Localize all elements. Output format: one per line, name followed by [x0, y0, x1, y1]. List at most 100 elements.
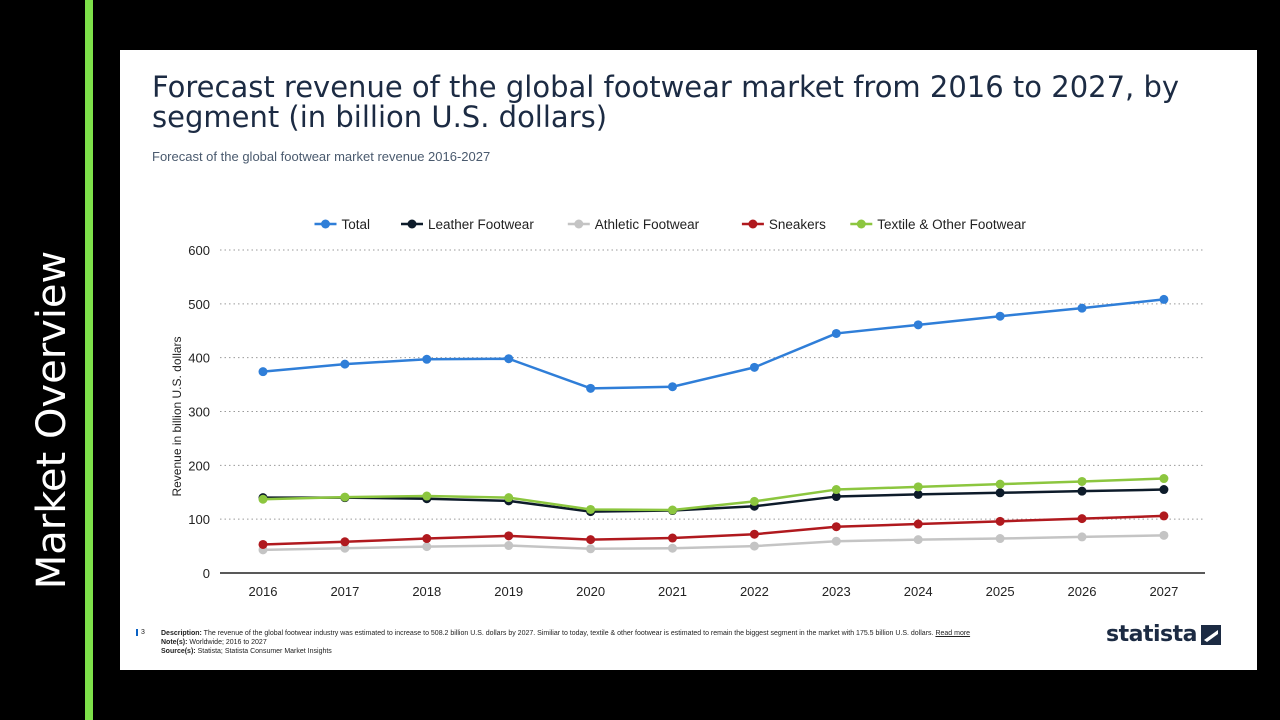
data-point[interactable]	[1159, 485, 1169, 495]
x-tick-label: 2026	[1068, 584, 1097, 599]
read-more-link[interactable]: Read more	[935, 630, 971, 637]
data-point[interactable]	[1077, 514, 1087, 524]
legend-label: Athletic Footwear	[595, 217, 700, 232]
data-point[interactable]	[668, 543, 677, 553]
data-point[interactable]	[1077, 532, 1087, 542]
data-point[interactable]	[995, 311, 1005, 321]
data-point[interactable]	[504, 354, 514, 364]
line-chart: 0 100 200 300 400 500 600 2016 2017 2018 2019 2020 2…	[170, 217, 1205, 599]
y-axis-label: Revenue in billion U.S. dollars	[170, 336, 184, 496]
data-point[interactable]	[1077, 303, 1087, 313]
data-point[interactable]	[913, 519, 923, 529]
series-line	[262, 477, 1164, 512]
data-point[interactable]	[749, 529, 759, 539]
data-point[interactable]	[422, 542, 432, 552]
legend-swatch-marker	[748, 219, 758, 229]
data-point[interactable]	[422, 491, 432, 501]
notes-label: Note(s):	[161, 639, 188, 646]
data-point[interactable]	[504, 493, 514, 503]
x-tick-label: 2025	[986, 584, 1015, 599]
data-point[interactable]	[340, 543, 350, 553]
legend-item[interactable]: Sneakers	[741, 217, 826, 232]
data-point[interactable]	[504, 541, 514, 551]
legend-item[interactable]: Total	[314, 217, 371, 232]
data-point[interactable]	[586, 504, 596, 514]
legend-item[interactable]: Textile & Other Footwear	[850, 217, 1026, 232]
notes-line: Note(s): Worldwide; 2016 to 2027	[161, 638, 1121, 647]
description-line: Description: The revenue of the global f…	[161, 629, 1121, 638]
x-tick-label: 2024	[904, 584, 933, 599]
data-point[interactable]	[504, 531, 514, 541]
data-point[interactable]	[258, 367, 268, 377]
x-tick-label: 2018	[412, 584, 441, 599]
data-point[interactable]	[913, 482, 923, 492]
x-tick-label: 2022	[740, 584, 769, 599]
page-number: 3	[136, 629, 145, 636]
legend-label: Total	[342, 217, 371, 232]
notes-text: Worldwide; 2016 to 2027	[189, 639, 267, 646]
data-point[interactable]	[913, 489, 923, 499]
data-point[interactable]	[995, 488, 1005, 498]
data-point[interactable]	[831, 492, 841, 502]
data-point[interactable]	[913, 535, 923, 545]
data-point[interactable]	[668, 382, 677, 392]
legend-swatch-marker	[321, 219, 330, 229]
chart-subtitle: Forecast of the global footwear market r…	[152, 149, 491, 164]
data-point[interactable]	[749, 541, 759, 551]
data-point[interactable]	[831, 522, 841, 532]
y-tick-label: 200	[188, 458, 210, 473]
x-tick-label: 2027	[1149, 584, 1178, 599]
series-line	[262, 298, 1165, 390]
data-point[interactable]	[1159, 511, 1169, 521]
data-point[interactable]	[831, 328, 841, 338]
legend-swatch-marker	[407, 219, 417, 229]
data-point[interactable]	[340, 492, 350, 502]
statista-logo[interactable]: statista	[1106, 622, 1221, 647]
data-point[interactable]	[422, 534, 432, 544]
x-tick-label: 2023	[822, 584, 851, 599]
y-tick-label: 600	[188, 243, 210, 258]
data-point[interactable]	[749, 496, 759, 506]
x-tick-label: 2016	[249, 584, 278, 599]
data-point[interactable]	[749, 362, 759, 372]
legend-label: Textile & Other Footwear	[877, 217, 1026, 232]
data-point[interactable]	[995, 516, 1005, 526]
statista-mark-icon	[1201, 624, 1221, 645]
description-label: Description:	[161, 630, 202, 637]
data-point[interactable]	[1077, 476, 1087, 486]
data-point[interactable]	[1159, 474, 1169, 484]
data-point[interactable]	[586, 544, 596, 554]
data-point[interactable]	[1159, 294, 1169, 304]
data-point[interactable]	[913, 320, 923, 330]
data-point[interactable]	[258, 539, 268, 549]
sources-line: Source(s): Statista; Statista Consumer M…	[161, 647, 1121, 656]
legend-item[interactable]: Leather Footwear	[401, 217, 534, 232]
data-point[interactable]	[258, 494, 268, 504]
data-point[interactable]	[422, 354, 432, 364]
y-tick-label: 500	[188, 297, 210, 312]
x-tick-label: 2019	[494, 584, 523, 599]
data-point[interactable]	[586, 383, 596, 393]
data-point[interactable]	[668, 505, 677, 515]
legend-label: Leather Footwear	[428, 217, 534, 232]
data-point[interactable]	[995, 534, 1005, 544]
data-point[interactable]	[586, 535, 596, 545]
chart-card: Forecast revenue of the global footwear …	[120, 50, 1257, 670]
series-line	[262, 534, 1164, 552]
data-point[interactable]	[340, 537, 350, 547]
data-point[interactable]	[340, 359, 350, 369]
logo-text: statista	[1106, 622, 1197, 647]
x-tick-label: 2020	[576, 584, 605, 599]
y-tick-label: 300	[188, 405, 210, 420]
data-point[interactable]	[1077, 486, 1087, 496]
description-text: The revenue of the global footwear indus…	[203, 630, 934, 637]
legend-item[interactable]: Athletic Footwear	[567, 217, 700, 232]
data-point[interactable]	[831, 485, 841, 495]
y-tick-label: 0	[203, 566, 210, 581]
legend-swatch-marker	[856, 219, 866, 229]
data-point[interactable]	[831, 536, 841, 546]
data-point[interactable]	[1159, 530, 1169, 540]
data-point[interactable]	[668, 533, 677, 543]
data-point[interactable]	[995, 479, 1005, 489]
chart-footer: Description: The revenue of the global f…	[161, 629, 1121, 656]
